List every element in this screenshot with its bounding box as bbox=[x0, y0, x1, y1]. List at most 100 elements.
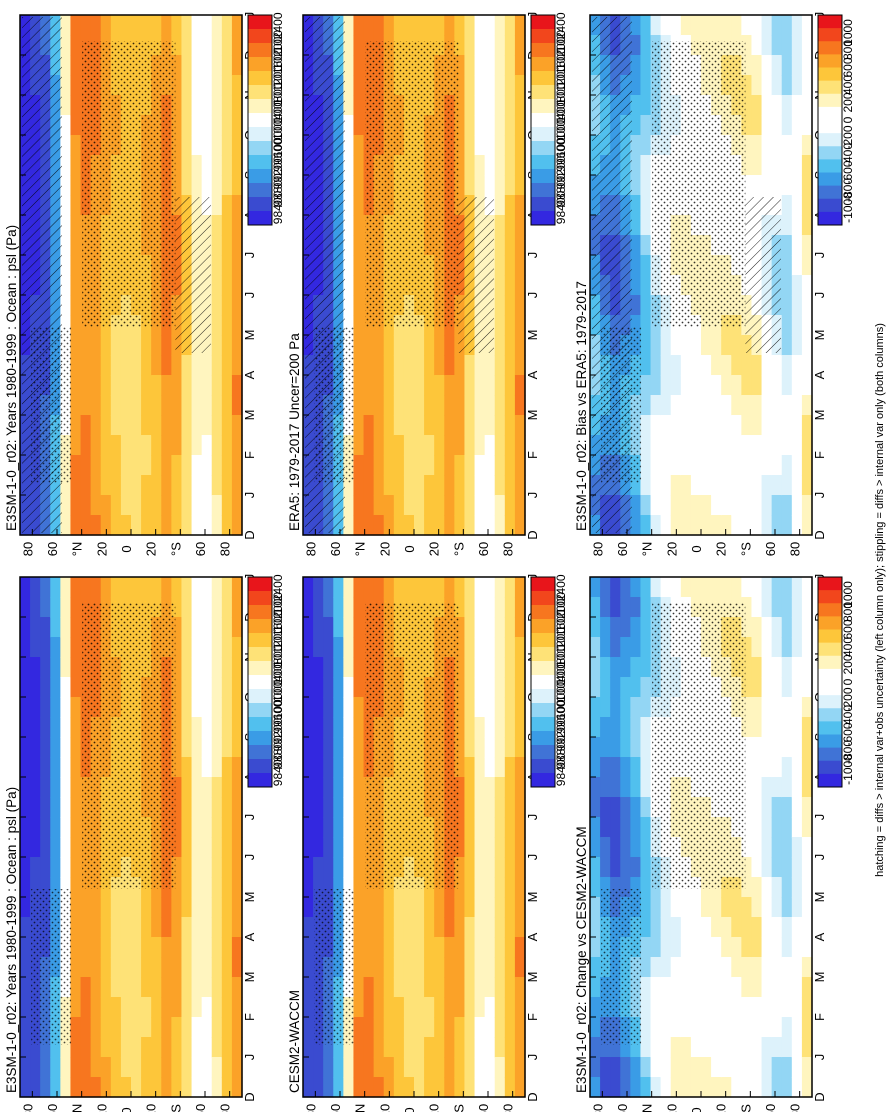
field-cell bbox=[504, 435, 516, 456]
field-cell bbox=[393, 917, 405, 938]
field-cell bbox=[620, 677, 631, 698]
field-cell bbox=[791, 637, 803, 658]
field-cell bbox=[680, 455, 692, 476]
colorbar-swatch bbox=[531, 745, 555, 760]
field-cell bbox=[181, 15, 193, 36]
field-cell bbox=[353, 455, 365, 476]
field-cell bbox=[771, 797, 783, 818]
field-cell bbox=[474, 515, 486, 536]
field-cell bbox=[711, 435, 722, 456]
field-cell bbox=[494, 195, 506, 216]
field-cell bbox=[741, 35, 753, 56]
field-cell bbox=[131, 375, 142, 396]
field-cell bbox=[494, 717, 506, 738]
field-cell bbox=[343, 777, 355, 798]
field-cell bbox=[801, 75, 813, 96]
field-cell bbox=[640, 797, 652, 818]
field-cell bbox=[383, 1017, 395, 1038]
field-cell bbox=[403, 15, 415, 36]
field-cell bbox=[801, 997, 813, 1018]
field-cell bbox=[303, 957, 314, 978]
field-cell bbox=[670, 937, 682, 958]
field-cell bbox=[771, 637, 783, 658]
field-cell bbox=[191, 395, 203, 416]
field-cell bbox=[761, 577, 773, 598]
field-cell bbox=[161, 475, 172, 496]
colorbar-swatch bbox=[531, 731, 555, 746]
field-cell bbox=[494, 977, 506, 998]
field-cell bbox=[444, 355, 455, 376]
field-cell bbox=[711, 495, 722, 516]
field-cell bbox=[474, 597, 486, 618]
colorbar-swatch bbox=[531, 169, 555, 184]
field-cell bbox=[383, 917, 395, 938]
field-cell bbox=[630, 657, 642, 678]
field-cell bbox=[221, 475, 233, 496]
field-cell bbox=[771, 455, 783, 476]
colorbar-frame bbox=[817, 576, 843, 788]
field-cell bbox=[171, 777, 183, 798]
field-cell bbox=[70, 275, 82, 296]
field-cell bbox=[630, 817, 642, 838]
field-cell bbox=[434, 977, 445, 998]
field-cell bbox=[620, 1037, 631, 1058]
field-cell bbox=[434, 475, 445, 496]
field-cell bbox=[701, 415, 712, 436]
field-cell bbox=[313, 597, 324, 618]
field-cell bbox=[40, 1077, 51, 1098]
field-cell bbox=[353, 95, 365, 116]
field-cell bbox=[670, 1037, 682, 1058]
field-cell bbox=[221, 957, 233, 978]
field-cell bbox=[761, 737, 773, 758]
field-cell bbox=[20, 677, 31, 698]
field-cell bbox=[801, 35, 813, 56]
field-cell bbox=[514, 917, 526, 938]
field-cell bbox=[454, 617, 466, 638]
field-cell bbox=[201, 597, 213, 618]
field-cell bbox=[640, 435, 652, 456]
colorbar-swatch bbox=[248, 731, 272, 746]
field-cell bbox=[424, 1057, 435, 1078]
field-cell bbox=[504, 577, 516, 598]
field-cell bbox=[201, 115, 213, 136]
field-cell bbox=[231, 1017, 243, 1038]
field-cell bbox=[70, 75, 82, 96]
field-cell bbox=[670, 1017, 682, 1038]
field-cell bbox=[751, 415, 763, 436]
field-cell bbox=[474, 135, 486, 156]
field-cell bbox=[620, 697, 631, 718]
field-cell bbox=[110, 897, 122, 918]
field-cell bbox=[313, 1057, 324, 1078]
field-cell bbox=[741, 917, 753, 938]
field-cell bbox=[60, 1057, 72, 1078]
field-cell bbox=[434, 1057, 445, 1078]
field-cell bbox=[514, 375, 526, 396]
field-cell bbox=[70, 475, 82, 496]
field-cell bbox=[120, 1057, 132, 1078]
field-cell bbox=[211, 617, 223, 638]
field-cell bbox=[20, 797, 31, 818]
field-cell bbox=[781, 777, 793, 798]
field-cell bbox=[403, 937, 415, 958]
field-cell bbox=[211, 857, 223, 878]
field-cell bbox=[393, 1037, 405, 1058]
field-cell bbox=[791, 375, 803, 396]
field-cell bbox=[211, 395, 223, 416]
field-cell bbox=[221, 737, 233, 758]
field-cell bbox=[741, 837, 753, 858]
field-cell bbox=[343, 15, 355, 36]
field-cell bbox=[403, 997, 415, 1018]
field-cell bbox=[670, 495, 682, 516]
field-cell bbox=[40, 757, 51, 778]
field-cell bbox=[191, 857, 203, 878]
field-cell bbox=[373, 515, 385, 536]
field-cell bbox=[181, 897, 193, 918]
colorbar-frame bbox=[247, 576, 273, 788]
colorbar-swatch bbox=[248, 29, 272, 44]
field-cell bbox=[484, 577, 496, 598]
field-cell bbox=[781, 1017, 793, 1038]
field-cell bbox=[690, 917, 702, 938]
colorbar-label: 102000 bbox=[554, 30, 568, 70]
field-cell bbox=[791, 95, 803, 116]
field-cell bbox=[484, 155, 496, 176]
